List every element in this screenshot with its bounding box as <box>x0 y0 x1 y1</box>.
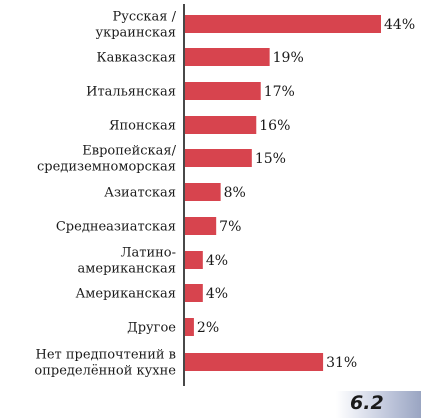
category-label-5: Азиатская <box>104 186 176 201</box>
value-label-2: 17% <box>264 84 295 100</box>
category-labels-group: Русская / украинская Кавказская Итальянская… <box>34 10 176 379</box>
category-label-2: Итальянская <box>86 85 176 100</box>
bar-10 <box>185 353 324 371</box>
value-label-3: 16% <box>259 118 290 134</box>
bar-3 <box>185 116 257 134</box>
category-label-1: Кавказская <box>97 51 176 66</box>
bars-group <box>185 15 381 371</box>
category-label-9: Другое <box>127 321 176 336</box>
category-label-6: Среднеазиатская <box>56 220 176 235</box>
bar-5 <box>185 183 221 201</box>
bar-4 <box>185 149 252 167</box>
value-label-6: 7% <box>219 219 241 235</box>
value-label-10: 31% <box>326 355 357 371</box>
category-label-7: Латино-американская <box>78 246 176 277</box>
bar-0 <box>185 15 381 33</box>
bar-6 <box>185 217 217 235</box>
value-label-1: 19% <box>273 50 304 66</box>
figure-number: 6.2 <box>350 392 384 414</box>
bar-1 <box>185 48 270 66</box>
value-label-5: 8% <box>224 185 246 201</box>
value-label-8: 4% <box>206 286 228 302</box>
category-label-8: Американская <box>75 287 176 302</box>
category-label-3: Японская <box>109 119 176 134</box>
category-label-0: Русская / украинская <box>95 10 176 41</box>
figure-number-badge: 6.2 <box>336 391 421 418</box>
bar-9 <box>185 318 194 336</box>
value-label-0: 44% <box>384 17 415 33</box>
bar-8 <box>185 284 203 302</box>
category-label-10: Нет предпочтений в определённой кухне <box>34 348 176 379</box>
bar-2 <box>185 82 261 100</box>
value-label-7: 4% <box>206 253 228 269</box>
bar-7 <box>185 251 203 269</box>
value-label-4: 15% <box>255 151 286 167</box>
value-labels-group: 44% 19% 17% 16% 15% 8% 7% 4% 4% 2% 31% <box>197 17 415 371</box>
category-label-4: Европейская/средиземноморская <box>37 144 177 175</box>
value-label-9: 2% <box>197 320 219 336</box>
